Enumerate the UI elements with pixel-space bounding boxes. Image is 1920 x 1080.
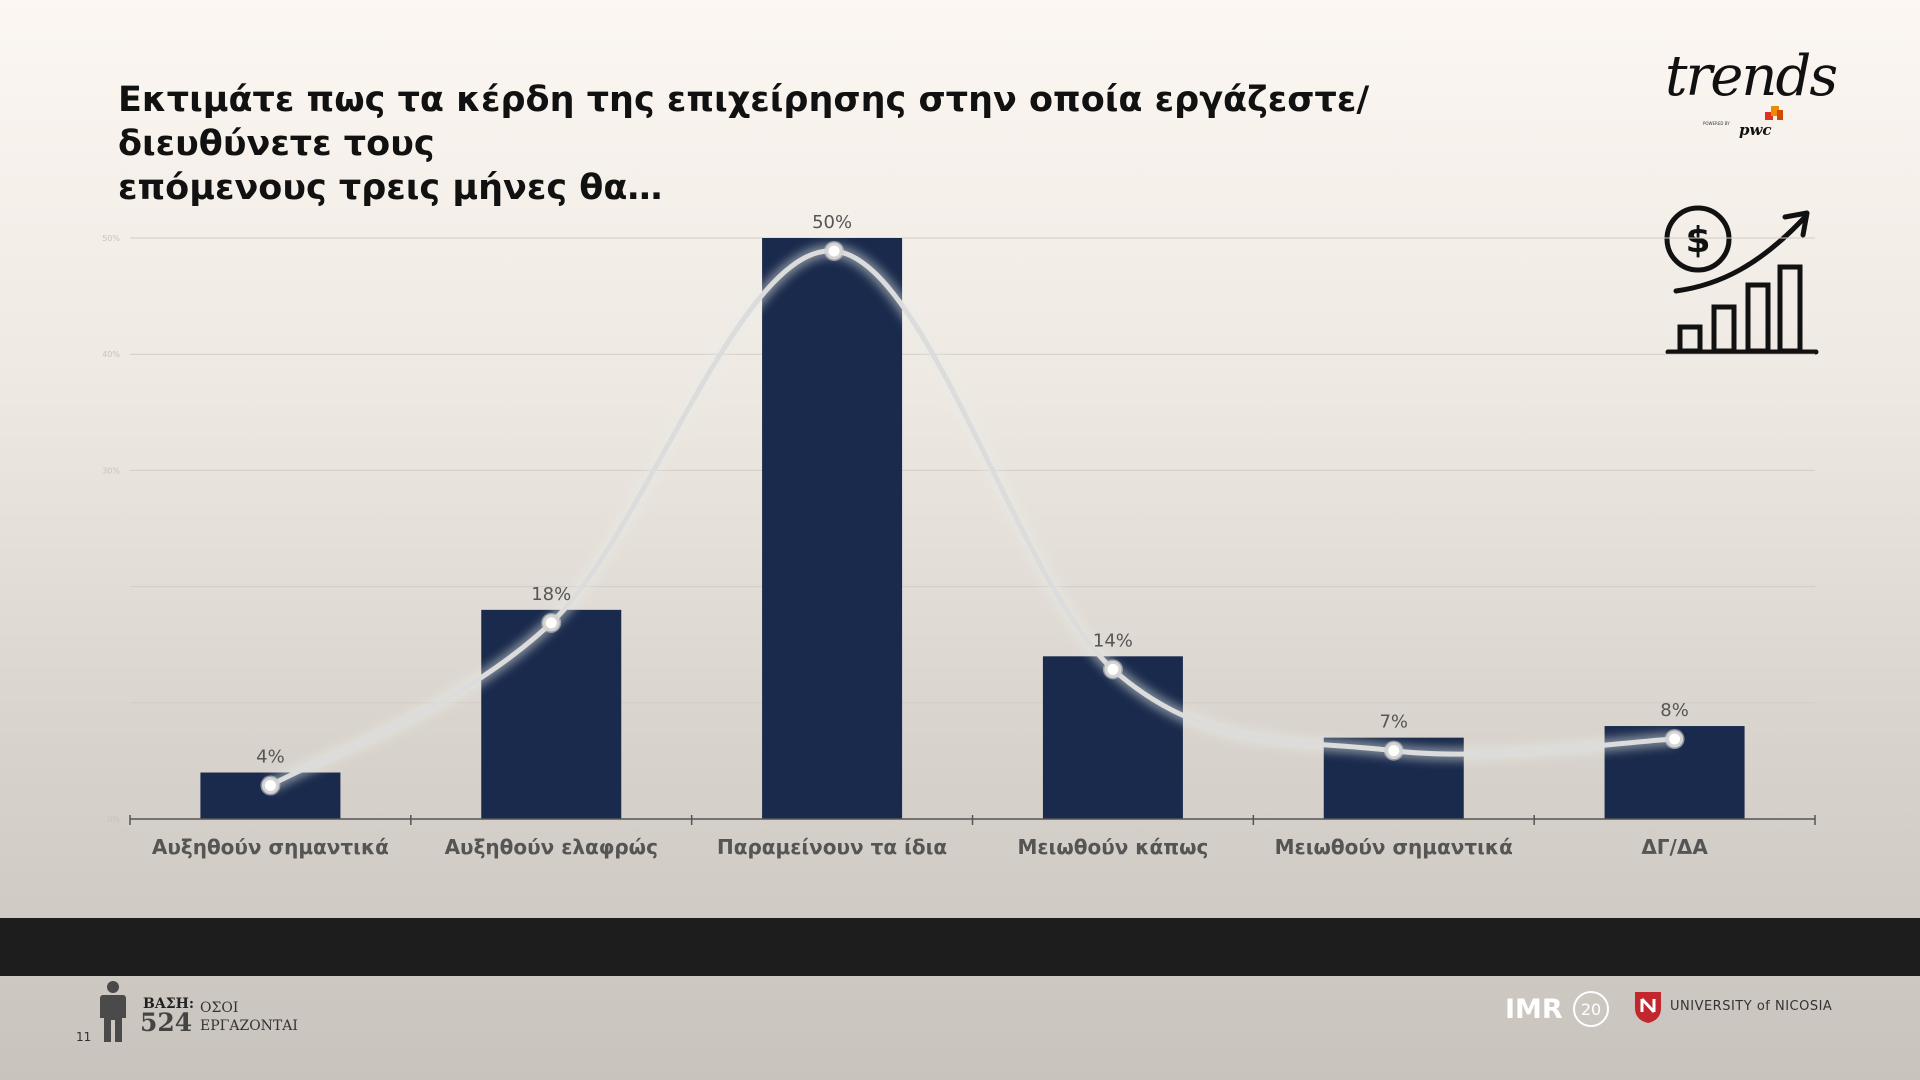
imr-logo: IMR 20 bbox=[1505, 991, 1609, 1027]
brand-partner: pwc bbox=[1739, 121, 1772, 139]
category-label-1: Αυξηθούν ελαφρώς bbox=[445, 835, 658, 859]
y-tick-label: 40% bbox=[102, 350, 120, 359]
value-label-3: 14% bbox=[1093, 630, 1133, 651]
category-label-5: ΔΓ/ΔΑ bbox=[1641, 835, 1708, 859]
y-tick-label: 0% bbox=[107, 815, 120, 824]
value-labels: 4% 18% 50% 14% 7% 8% bbox=[256, 212, 1689, 768]
base-label: ΒΑΣΗ: bbox=[143, 996, 194, 1012]
category-label-2: Παραμείνουν τα ίδια bbox=[717, 835, 947, 859]
chart-bars bbox=[200, 238, 1745, 819]
value-label-2: 50% bbox=[812, 212, 852, 233]
bar-2 bbox=[762, 238, 903, 819]
y-tick-label: 50% bbox=[102, 234, 120, 243]
imr-anniversary: 20 bbox=[1581, 1000, 1601, 1019]
base-count: 524 bbox=[140, 1008, 193, 1037]
category-label-0: Αυξηθούν σημαντικά bbox=[152, 835, 389, 859]
trend-point-2 bbox=[825, 242, 843, 260]
brand-powered-by: POWERED BY bbox=[1703, 121, 1730, 126]
trend-point-1 bbox=[542, 614, 560, 632]
trend-curve-line bbox=[267, 248, 1678, 789]
base-description: ΟΣΟΙ ΕΡΓΑΖΟΝΤΑΙ bbox=[200, 999, 298, 1035]
bar-1 bbox=[481, 609, 622, 819]
y-axis-ticks: 0% 30% 40% 50% bbox=[102, 234, 120, 824]
trend-curve-glow bbox=[267, 244, 1675, 791]
category-labels: Αυξηθούν σημαντικά Αυξηθούν ελαφρώς Παραμε… bbox=[152, 835, 1708, 859]
bar-3 bbox=[1042, 656, 1183, 819]
university-name: UNIVERSITY of NICOSIA bbox=[1670, 999, 1833, 1014]
money-growth-chart-icon: $ bbox=[1664, 205, 1819, 355]
trend-point-0 bbox=[261, 777, 279, 795]
value-label-4: 7% bbox=[1379, 712, 1408, 733]
category-label-3: Μειωθούν κάπως bbox=[1018, 835, 1209, 859]
value-label-0: 4% bbox=[256, 747, 285, 768]
trend-point-4 bbox=[1385, 742, 1403, 760]
imr-logo-text: IMR bbox=[1505, 994, 1563, 1025]
title-line-2: επόμενους τρεις μήνες θα… bbox=[118, 168, 663, 208]
trend-point-5 bbox=[1666, 730, 1684, 748]
university-shield-icon bbox=[1635, 992, 1661, 1023]
footer-band bbox=[0, 918, 1920, 976]
page-number: 11 bbox=[76, 1030, 92, 1044]
y-tick-label: 30% bbox=[102, 466, 120, 475]
trends-logo: trends POWERED BY pwc bbox=[1655, 44, 1838, 154]
category-label-4: Μειωθούν σημαντικά bbox=[1275, 835, 1513, 859]
page-title: Εκτιμάτε πως τα κέρδη της επιχείρησης στ… bbox=[118, 78, 1538, 210]
x-axis bbox=[129, 815, 1816, 825]
trend-curve bbox=[260, 241, 1685, 796]
value-label-1: 18% bbox=[531, 584, 571, 605]
pwc-mark-icon bbox=[1765, 106, 1783, 120]
person-silhouette-icon bbox=[100, 981, 126, 1042]
value-label-5: 8% bbox=[1660, 700, 1689, 721]
chart-gridlines bbox=[130, 237, 1815, 704]
base-desc-line-1: ΟΣΟΙ bbox=[200, 1000, 239, 1016]
title-line-1: Εκτιμάτε πως τα κέρδη της επιχείρησης στ… bbox=[118, 80, 1370, 164]
trend-point-3 bbox=[1104, 660, 1122, 678]
brand-name: trends bbox=[1665, 44, 1838, 109]
svg-text:$: $ bbox=[1685, 220, 1710, 261]
base-desc-line-2: ΕΡΓΑΖΟΝΤΑΙ bbox=[200, 1018, 298, 1034]
